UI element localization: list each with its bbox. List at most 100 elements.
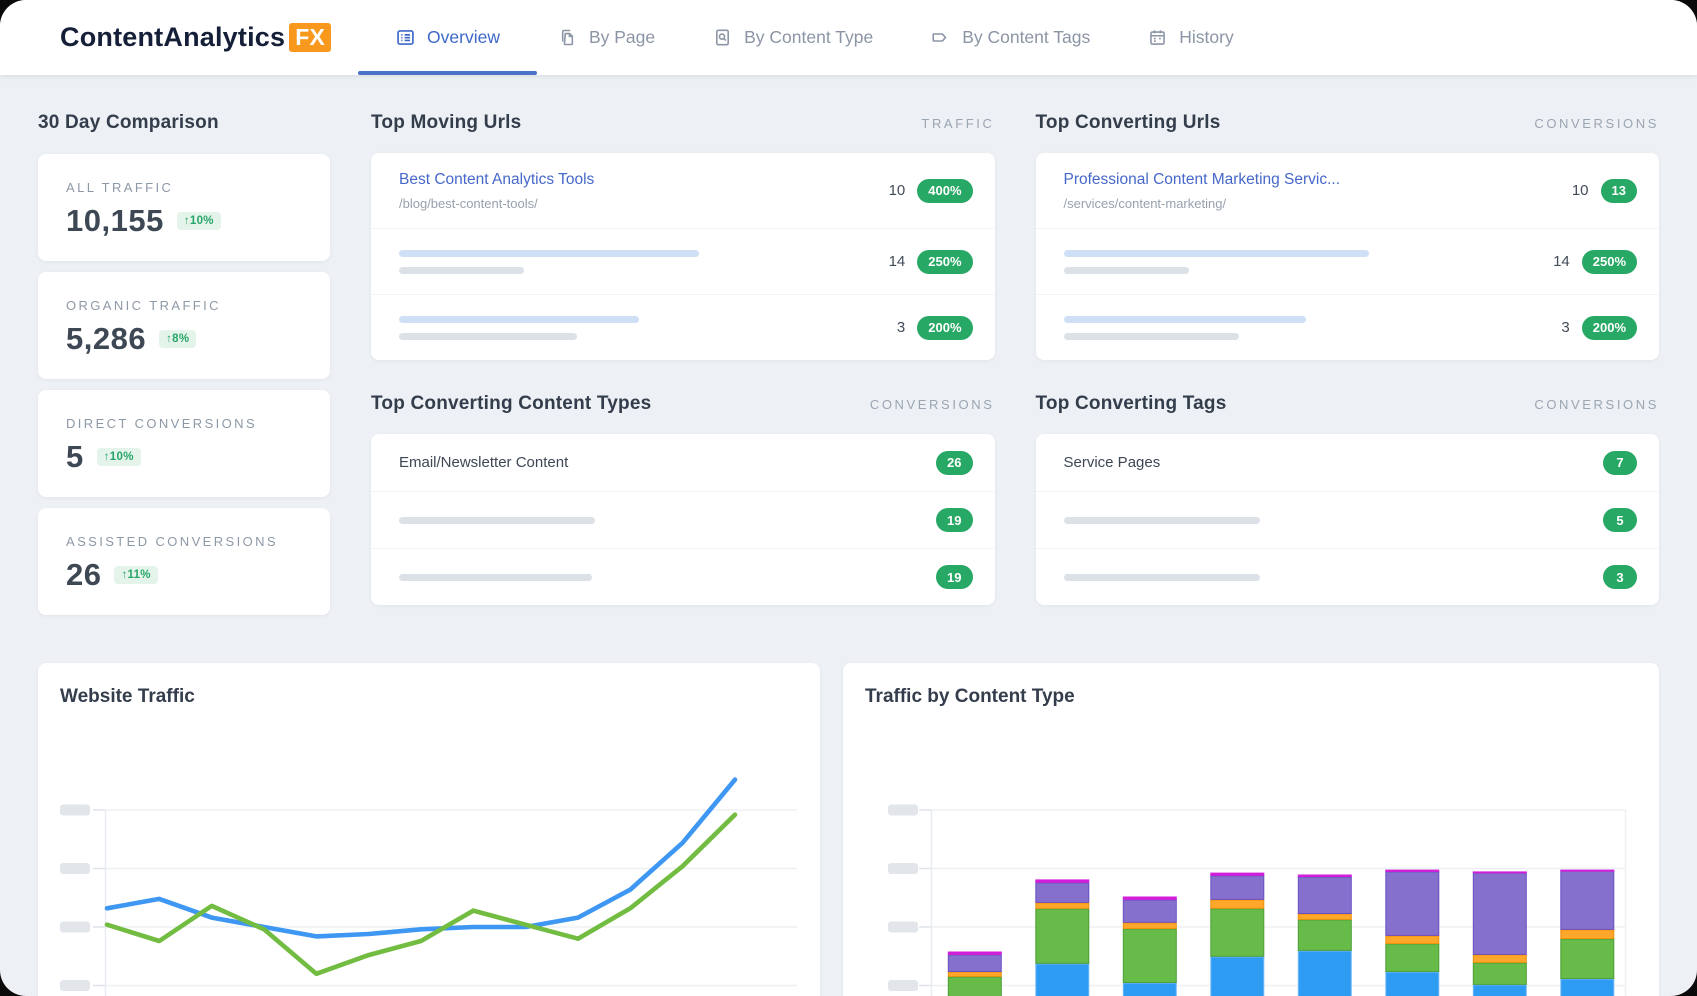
tab-label: History bbox=[1179, 27, 1234, 47]
series-blue-segment bbox=[1297, 950, 1352, 996]
stacked-bar bbox=[1297, 874, 1352, 996]
tab-overview[interactable]: Overview bbox=[358, 0, 537, 75]
conversion-badge: 200% bbox=[1581, 315, 1637, 340]
tab-by-page[interactable]: By Page bbox=[557, 0, 655, 75]
url-row: Best Content Analytics Tools/blog/best-c… bbox=[371, 153, 995, 228]
series-magenta-segment bbox=[1210, 872, 1265, 876]
stacked-bar bbox=[1385, 869, 1440, 996]
row-content bbox=[1063, 573, 1260, 581]
row-content bbox=[399, 315, 639, 340]
row-value: 3 bbox=[1561, 319, 1570, 336]
row-value: 14 bbox=[888, 253, 906, 270]
row-content: Professional Content Marketing Servic...… bbox=[1064, 171, 1341, 211]
panel-title: Top Converting Urls bbox=[1035, 112, 1221, 133]
row-content: Best Content Analytics Tools/blog/best-c… bbox=[399, 171, 594, 211]
row-metrics: 7 bbox=[1603, 450, 1637, 475]
skeleton-line bbox=[399, 315, 639, 323]
panel-title: Top Converting Content Types bbox=[371, 393, 652, 414]
series-orange-segment bbox=[1472, 954, 1527, 963]
stacked-bar bbox=[1035, 879, 1090, 996]
metric-label: ORGANIC TRAFFIC bbox=[66, 298, 221, 313]
url-link[interactable]: Best Content Analytics Tools bbox=[399, 170, 595, 188]
series-purple-segment bbox=[1210, 875, 1265, 900]
row-content bbox=[1063, 516, 1260, 524]
series-blue-segment bbox=[1472, 984, 1527, 996]
skeleton-line bbox=[1063, 249, 1369, 257]
series-purple-segment bbox=[1472, 872, 1527, 955]
row-value: 10 bbox=[1571, 182, 1589, 199]
series-green-segment bbox=[1297, 919, 1352, 951]
metric-value: 5 bbox=[66, 439, 84, 474]
conversion-badge: 200% bbox=[917, 315, 973, 340]
series-orange-segment bbox=[1210, 899, 1265, 909]
tab-by-content-tags[interactable]: By Content Tags bbox=[930, 0, 1090, 75]
tab-label: By Content Tags bbox=[962, 27, 1091, 47]
conversion-badge: 7 bbox=[1603, 450, 1637, 475]
row-metrics: 26 bbox=[936, 450, 973, 475]
series-green-segment bbox=[1210, 908, 1265, 957]
row-value: 14 bbox=[1553, 253, 1570, 270]
row-metrics: 3 200% bbox=[897, 315, 973, 340]
panel-metric-label: CONVERSIONS bbox=[869, 397, 995, 412]
series-green-segment bbox=[947, 976, 1002, 996]
series-orange-segment bbox=[1297, 913, 1352, 920]
panel-header-top-converting-content-types: Top Converting Content Types CONVERSIONS bbox=[371, 393, 995, 415]
panel-card-top-moving-urls: Best Content Analytics Tools/blog/best-c… bbox=[371, 153, 995, 360]
url-link[interactable]: Professional Content Marketing Servic... bbox=[1063, 170, 1341, 188]
row-metrics: 19 bbox=[936, 565, 973, 589]
list-label: Service Pages bbox=[1063, 453, 1161, 471]
panel-card-top-converting-content-types: Email/Newsletter Content 26 19 19 bbox=[371, 434, 995, 605]
tab-by-content-type[interactable]: By Content Type bbox=[712, 0, 873, 75]
y-tick-skeleton bbox=[60, 863, 90, 874]
skeleton-line bbox=[1063, 266, 1189, 274]
traffic-by-content-type-panel: Traffic by Content Type bbox=[843, 663, 1659, 996]
skeleton-line bbox=[1063, 332, 1239, 340]
traffic-by-content-type-title: Traffic by Content Type bbox=[865, 686, 1075, 707]
app-logo: ContentAnalytics FX bbox=[60, 0, 332, 75]
metric-label: ALL TRAFFIC bbox=[66, 180, 174, 195]
overview-icon bbox=[395, 27, 416, 48]
skeleton-line bbox=[399, 573, 592, 581]
url-row: 3 200% bbox=[371, 294, 995, 360]
tab-label: Overview bbox=[427, 27, 500, 47]
conversion-badge: 3 bbox=[1603, 565, 1637, 589]
series-green-segment bbox=[1560, 938, 1615, 980]
series-blue-segment bbox=[1210, 956, 1265, 996]
series-green-segment bbox=[1385, 943, 1440, 972]
series-blue-segment bbox=[1035, 963, 1090, 996]
dashboard-content: 30 Day Comparison ALL TRAFFIC 10,155 ↑10% O… bbox=[0, 75, 1697, 996]
skeleton-line bbox=[399, 266, 524, 274]
metric-card-organic-traffic: ORGANIC TRAFFIC 5,286 ↑8% bbox=[38, 272, 330, 379]
url-row: 14 250% bbox=[1035, 228, 1659, 294]
conversion-badge: 26 bbox=[936, 450, 973, 475]
panel-title: Top Converting Tags bbox=[1035, 393, 1227, 414]
metric-value: 10,155 bbox=[66, 203, 164, 238]
website-traffic-panel: Website Traffic bbox=[38, 663, 820, 996]
series-green-segment bbox=[1472, 962, 1527, 985]
logo-badge: FX bbox=[289, 22, 332, 53]
conversion-badge: 250% bbox=[1581, 249, 1637, 274]
panel-card-top-converting-urls: Professional Content Marketing Servic...… bbox=[1035, 153, 1659, 360]
skeleton-line bbox=[1063, 315, 1306, 323]
row-metrics: 14 250% bbox=[1553, 249, 1637, 274]
skeleton-line bbox=[399, 332, 577, 340]
tab-history[interactable]: History bbox=[1147, 0, 1234, 75]
y-tick-skeleton bbox=[888, 804, 918, 816]
panels-column-left: Top Moving Urls TRAFFIC Best Content Analy… bbox=[371, 112, 995, 605]
series-orange-segment bbox=[1122, 922, 1177, 929]
stacked-bar-chart bbox=[865, 770, 1635, 996]
conversion-badge: 19 bbox=[936, 565, 973, 589]
series-magenta-segment bbox=[1560, 869, 1615, 872]
series-orange-segment bbox=[1560, 929, 1615, 939]
tab-label: By Page bbox=[588, 27, 656, 47]
row-metrics: 10 400% bbox=[889, 178, 973, 203]
panel-metric-label: CONVERSIONS bbox=[1534, 397, 1659, 412]
list-item: 5 bbox=[1035, 491, 1659, 548]
series-magenta-segment bbox=[947, 951, 1002, 955]
line-chart bbox=[60, 770, 797, 996]
series-purple-segment bbox=[1560, 870, 1615, 930]
bar-chart-svg bbox=[888, 804, 1627, 996]
skeleton-line bbox=[1063, 516, 1260, 524]
trend-badge: ↑10% bbox=[176, 212, 221, 230]
